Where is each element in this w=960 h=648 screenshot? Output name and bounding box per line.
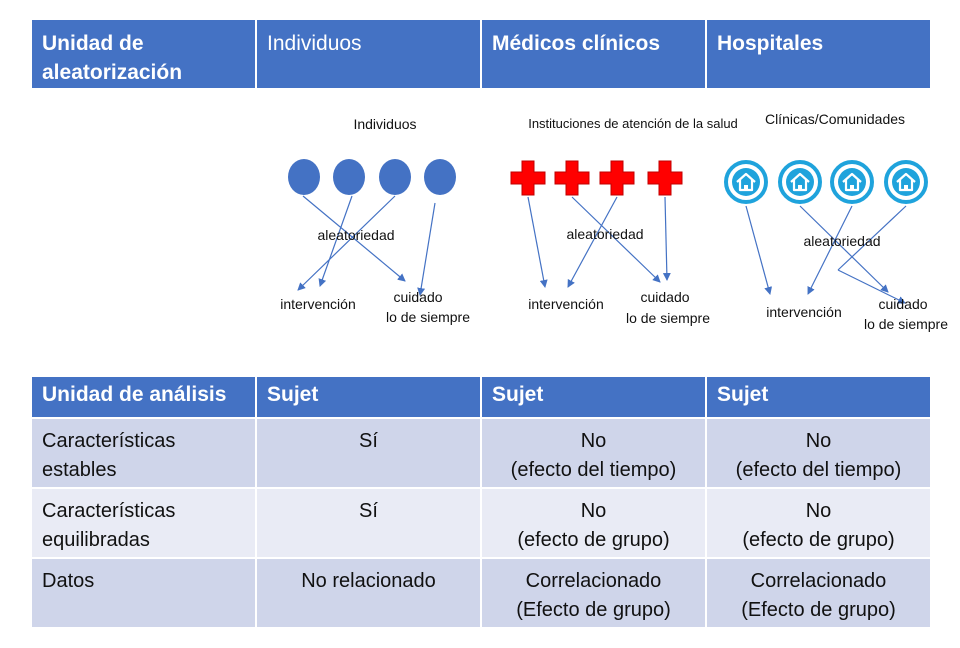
randomization-label: aleatoriedad — [317, 227, 394, 243]
cell-line: No — [580, 430, 607, 452]
header-line: aleatorización — [42, 61, 183, 84]
header-individuals: Individuos — [255, 18, 482, 90]
cell-line: (Efecto de grupo) — [516, 599, 671, 621]
arrow — [318, 195, 353, 287]
usual-care-label: cuidado — [640, 289, 689, 305]
cell-line: (efecto del tiempo) — [735, 459, 902, 481]
cell-line: Características — [42, 430, 176, 452]
cell-line: Sí — [359, 430, 378, 452]
table-cell: Correlacionado (Efecto de grupo) — [705, 557, 932, 629]
table-cell: No (efecto de grupo) — [705, 487, 932, 559]
header-hospitals: Hospitales — [705, 18, 932, 90]
randomization-label: aleatoriedad — [566, 226, 643, 242]
red-cross-icon — [599, 160, 635, 196]
cell-line: No relacionado — [301, 570, 436, 592]
cell-line: (Efecto de grupo) — [741, 599, 896, 621]
usual-care-label: lo de siempre — [864, 316, 948, 332]
panel-individuals: Individuos aleatoriedad intervención cui… — [280, 116, 470, 325]
panel-institutions: Instituciones de atención de la salud al… — [510, 116, 738, 326]
analysis-unit-table: Unidad de análisis Sujet Sujet Sujet Car… — [30, 375, 932, 629]
table-row: Características estables Sí No (efecto d… — [30, 417, 932, 489]
cell-line: No — [805, 500, 832, 522]
randomization-label: aleatoriedad — [803, 233, 880, 249]
cell-line: estables — [42, 459, 117, 481]
table-cell: No (efecto de grupo) — [480, 487, 707, 559]
table-row: Características equilibradas Sí No (efec… — [30, 487, 932, 559]
arrow — [662, 196, 671, 281]
intervention-label: intervención — [280, 296, 356, 312]
header-line: Unidad de — [42, 32, 144, 55]
usual-care-label: lo de siempre — [386, 309, 470, 325]
intervention-label: intervención — [528, 296, 604, 312]
person-circle-icon — [333, 159, 365, 195]
randomization-diagram: Individuos aleatoriedad intervención cui… — [280, 111, 948, 332]
table-cell: No (efecto del tiempo) — [705, 417, 932, 489]
table-cell: Correlacionado (Efecto de grupo) — [480, 557, 707, 629]
red-cross-icon — [510, 160, 546, 196]
header-subject: Sujet — [480, 375, 707, 419]
row-label: Características estables — [30, 417, 257, 489]
panel-title: Clínicas/Comunidades — [765, 111, 905, 127]
cell-line: Características — [42, 500, 176, 522]
arrow — [527, 196, 548, 288]
cell-line: equilibradas — [42, 529, 150, 551]
usual-care-label: cuidado — [878, 296, 927, 312]
table-row: Datos No relacionado Correlacionado (Efe… — [30, 557, 932, 629]
home-icon — [884, 160, 928, 204]
person-circle-icon — [379, 159, 411, 195]
cell-line: Sí — [359, 500, 378, 522]
arrow — [297, 195, 396, 291]
arrow — [799, 205, 889, 293]
table-cell: Sí — [255, 487, 482, 559]
panel-title: Individuos — [353, 116, 416, 132]
cell-line: Datos — [42, 570, 95, 592]
panel-title: Instituciones de atención de la salud — [528, 116, 738, 131]
table-cell: No relacionado — [255, 557, 482, 629]
table-cell: Sí — [255, 417, 482, 489]
row-label: Datos — [30, 557, 257, 629]
header-subject: Sujet — [705, 375, 932, 419]
arrow — [571, 196, 661, 283]
arrow — [567, 196, 618, 288]
header-analysis-unit: Unidad de análisis — [30, 375, 257, 419]
header-subject: Sujet — [255, 375, 482, 419]
header-randomization-unit: Unidad de aleatorización — [30, 18, 257, 90]
header-clinicians: Médicos clínicos — [480, 18, 707, 90]
arrow — [837, 269, 906, 304]
intervention-label: intervención — [766, 304, 842, 320]
cell-line: (efecto de grupo) — [742, 529, 895, 551]
cell-line: Correlacionado — [525, 570, 662, 592]
person-circle-icon — [424, 159, 456, 195]
arrow — [417, 202, 436, 296]
red-cross-icon — [554, 160, 590, 196]
person-circle-icon — [288, 159, 320, 195]
usual-care-label: cuidado — [393, 289, 442, 305]
arrow — [745, 205, 773, 295]
usual-care-label: lo de siempre — [626, 310, 710, 326]
cell-line: (efecto de grupo) — [517, 529, 670, 551]
cell-line: No — [580, 500, 607, 522]
red-cross-icon — [647, 160, 683, 196]
randomization-unit-header: Unidad de aleatorización Individuos Médi… — [30, 18, 932, 90]
cell-line: No — [805, 430, 832, 452]
arrow — [837, 205, 907, 271]
cell-line: (efecto del tiempo) — [510, 459, 677, 481]
arrow — [807, 205, 853, 295]
panel-clinics: Clínicas/Comunidades — [724, 111, 948, 332]
arrow — [302, 195, 406, 282]
home-icon — [830, 160, 874, 204]
home-icon — [724, 160, 768, 204]
row-label: Características equilibradas — [30, 487, 257, 559]
table-cell: No (efecto del tiempo) — [480, 417, 707, 489]
home-icon — [778, 160, 822, 204]
cell-line: Correlacionado — [750, 570, 887, 592]
